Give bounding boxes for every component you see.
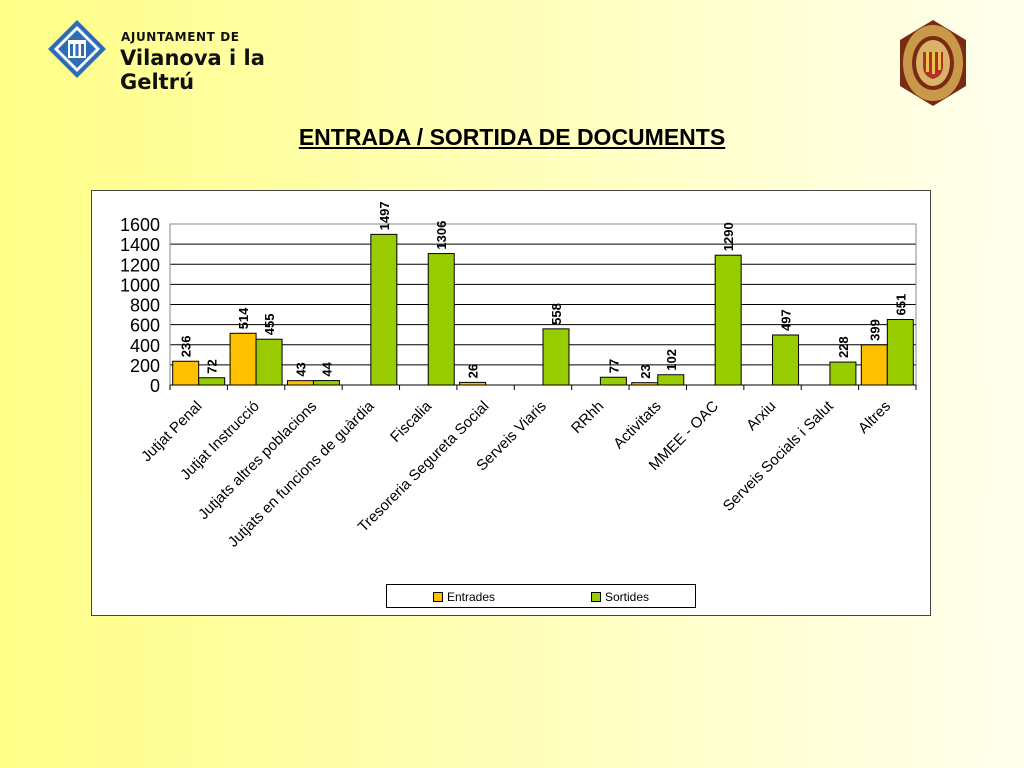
- data-label: 1306: [434, 221, 449, 250]
- legend-label-sortides: Sortides: [605, 590, 650, 604]
- data-label: 26: [466, 364, 481, 378]
- x-category-label: Arxiu: [743, 398, 779, 434]
- bar-sortides: [657, 374, 685, 386]
- data-label: 23: [638, 364, 653, 378]
- bar-entrades: [631, 382, 659, 386]
- org-name-line2: Vilanova i la Geltrú: [120, 46, 265, 94]
- data-label: 1497: [377, 201, 392, 230]
- y-tick-label: 200: [130, 356, 160, 376]
- data-label: 44: [319, 361, 334, 376]
- bar-entrades: [172, 360, 200, 386]
- data-label: 102: [664, 349, 679, 371]
- page-title: ENTRADA / SORTIDA DE DOCUMENTS: [298, 124, 726, 150]
- data-label: 558: [549, 303, 564, 325]
- bar-sortides: [599, 376, 627, 386]
- bar-sortides: [255, 338, 283, 386]
- org-name-line1: AJUNTAMENT DE: [121, 30, 240, 44]
- bar-sortides: [370, 233, 398, 386]
- bar-sortides: [772, 334, 800, 386]
- data-label: 72: [205, 359, 220, 373]
- x-category-label: Fiscalia: [387, 397, 435, 445]
- y-tick-label: 800: [130, 296, 160, 316]
- police-seal-icon: [900, 20, 966, 106]
- bar-entrades: [229, 332, 257, 386]
- legend-swatch-entrades: [433, 592, 443, 602]
- data-label: 455: [262, 314, 277, 336]
- bar-sortides: [312, 380, 340, 386]
- x-category-label: Activitats: [610, 398, 664, 452]
- legend-item-sortides: Sortides: [591, 590, 649, 604]
- data-label: 651: [893, 294, 908, 316]
- bar-entrades: [286, 380, 314, 386]
- data-label: 514: [236, 307, 251, 329]
- chart-area: 0 200 400 600 800 1000 1200 1400 1600 236 72 Jutjat…: [91, 190, 931, 616]
- bar-sortides: [886, 318, 914, 386]
- bar-sortides: [198, 377, 226, 386]
- city-shield-icon: [48, 20, 106, 78]
- bar-sortides: [542, 328, 570, 386]
- legend-label-entrades: Entrades: [447, 590, 496, 604]
- city-council-logo: AJUNTAMENT DE Vilanova i la Geltrú: [46, 18, 336, 94]
- data-label: 228: [836, 336, 851, 358]
- y-tick-label: 1000: [120, 275, 160, 295]
- x-category-label: RRhh: [568, 398, 607, 437]
- legend-item-entrades: Entrades: [433, 590, 495, 604]
- data-label: 1290: [721, 222, 736, 251]
- legend-swatch-sortides: [591, 592, 601, 602]
- y-tick-label: 0: [150, 376, 160, 396]
- y-tick-label: 1600: [120, 215, 160, 235]
- data-label: 497: [779, 309, 794, 331]
- x-category-label: Altres: [855, 398, 894, 437]
- bar-sortides: [829, 361, 857, 386]
- data-label: 236: [179, 336, 194, 358]
- data-label: 399: [867, 319, 882, 341]
- y-tick-label: 400: [130, 336, 160, 356]
- bar-sortides: [714, 254, 742, 386]
- x-category-label: Jutjats altres poblacions: [195, 398, 320, 523]
- bar-sortides: [427, 253, 455, 386]
- data-label: 43: [293, 362, 308, 376]
- chart-legend: Entrades Sortides: [386, 584, 696, 608]
- y-tick-label: 1200: [120, 255, 160, 275]
- y-tick-label: 600: [130, 316, 160, 336]
- x-category-label: Serveis Socials i Salut: [720, 397, 838, 515]
- bar-entrades: [459, 381, 487, 386]
- data-label: 77: [606, 359, 621, 373]
- y-tick-label: 1400: [120, 235, 160, 255]
- bar-entrades: [860, 344, 888, 386]
